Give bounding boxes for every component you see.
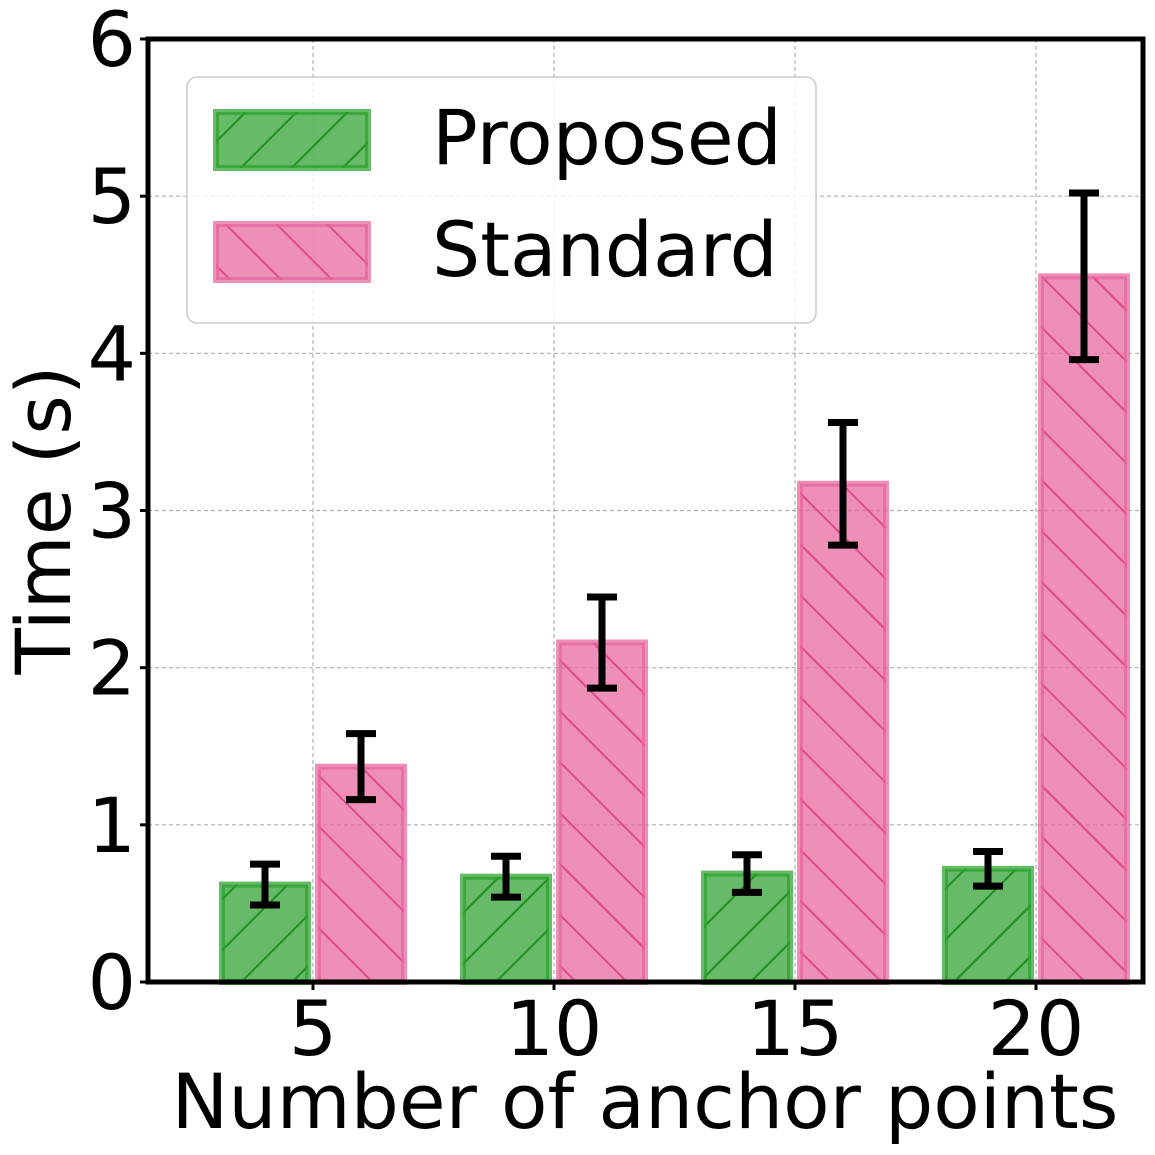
- y-tick-label: 0: [88, 938, 136, 1027]
- bars: [219, 273, 1130, 986]
- legend-label-standard: Standard: [432, 205, 778, 294]
- x-tick-label: 15: [747, 984, 844, 1073]
- y-tick-label: 5: [88, 152, 136, 241]
- legend-label-proposed: Proposed: [432, 93, 782, 182]
- legend: Proposed Standard: [186, 76, 817, 324]
- x-axis-label: Number of anchor points: [172, 1057, 1119, 1146]
- x-axis-ticks: 5 10 15 20: [289, 982, 1085, 1073]
- legend-swatch-proposed-hatch: [213, 109, 371, 171]
- y-tick-label: 1: [88, 781, 136, 870]
- y-tick-label: 4: [88, 309, 136, 398]
- y-tick-label: 6: [88, 0, 136, 84]
- x-tick-label: 5: [289, 984, 337, 1073]
- legend-swatch-standard-hatch: [213, 221, 371, 283]
- y-axis-label: Time (s): [0, 365, 88, 675]
- bar-hatch-standard-20: [1038, 273, 1130, 985]
- error-bars: [250, 189, 1099, 909]
- y-tick-label: 2: [88, 624, 136, 713]
- x-tick-label: 10: [506, 984, 603, 1073]
- y-axis-ticks: 0 1 2 3 4 5 6: [88, 0, 148, 1027]
- x-tick-label: 20: [988, 984, 1085, 1073]
- y-tick-label: 3: [88, 467, 136, 556]
- bar-hatch-standard-10: [556, 639, 648, 986]
- bar-hatch-standard-15: [797, 480, 889, 985]
